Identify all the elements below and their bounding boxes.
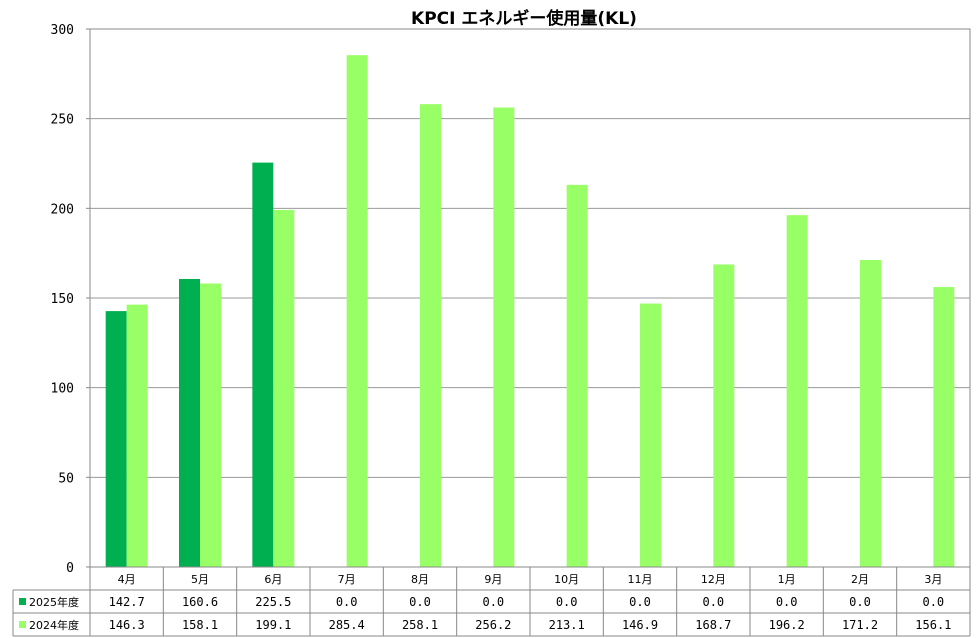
data-label: 0.0	[849, 595, 871, 609]
bar-1-1	[200, 283, 221, 567]
category-label: 9月	[484, 573, 502, 586]
data-label: 0.0	[409, 595, 431, 609]
data-label: 258.1	[402, 618, 438, 632]
data-label: 0.0	[336, 595, 358, 609]
data-label: 0.0	[702, 595, 724, 609]
data-label: 0.0	[556, 595, 578, 609]
category-label: 7月	[338, 573, 356, 586]
category-label: 4月	[118, 573, 136, 586]
y-tick-label: 0	[66, 561, 74, 576]
legend-label: 2025年度	[29, 595, 79, 609]
y-tick-label: 300	[51, 23, 74, 38]
bar-0-2	[252, 162, 274, 567]
bar-1-4	[420, 104, 441, 568]
category-label: 6月	[264, 573, 282, 586]
y-tick-label: 50	[58, 471, 74, 486]
bar-1-5	[493, 107, 515, 567]
data-label: 0.0	[922, 595, 944, 609]
bar-1-7	[640, 303, 661, 567]
bar-1-9	[786, 215, 808, 567]
bar-0-0	[105, 311, 127, 567]
data-label: 146.9	[622, 618, 658, 632]
bars	[105, 55, 955, 568]
data-label: 285.4	[329, 618, 365, 632]
grid-lines	[89, 28, 971, 568]
bar-1-3	[346, 55, 368, 567]
data-label: 0.0	[482, 595, 504, 609]
data-label: 168.7	[695, 618, 731, 632]
category-label: 3月	[924, 573, 942, 586]
data-label: 213.1	[549, 618, 585, 632]
data-label: 160.6	[182, 595, 218, 609]
data-label: 0.0	[776, 595, 798, 609]
data-label: 199.1	[255, 618, 291, 632]
legend-label: 2024年度	[29, 618, 79, 632]
data-table: 4月 5月 6月 7月 8月 9月 10月 11月 12月 1月 2月 3月 2025年度 142.7 16…	[12, 566, 971, 637]
y-tick-label: 150	[51, 292, 74, 307]
y-tick-label: 100	[51, 382, 74, 397]
category-label: 2月	[851, 573, 869, 586]
legend-swatch-1	[19, 621, 26, 628]
data-label: 225.5	[255, 595, 291, 609]
chart-title: KPCI エネルギー使用量(KL)	[411, 8, 637, 29]
data-label: 256.2	[475, 618, 511, 632]
category-label: 1月	[778, 573, 796, 586]
y-tick-label: 200	[51, 202, 74, 217]
bar-1-8	[713, 264, 735, 567]
category-label: 11月	[628, 573, 653, 586]
category-label: 12月	[701, 573, 726, 586]
bar-1-0	[126, 304, 148, 567]
data-label: 0.0	[629, 595, 651, 609]
data-label: 171.2	[842, 618, 878, 632]
data-label: 158.1	[182, 618, 218, 632]
bar-1-2	[273, 209, 295, 567]
bar-1-6	[566, 184, 588, 567]
y-tick-label: 250	[51, 113, 74, 128]
data-label: 146.3	[109, 618, 145, 632]
bar-0-1	[179, 278, 200, 567]
category-label: 5月	[191, 573, 209, 586]
category-label: 8月	[411, 573, 429, 586]
data-label: 142.7	[109, 595, 145, 609]
category-label: 10月	[554, 573, 579, 586]
data-label: 156.1	[915, 618, 951, 632]
bar-1-11	[933, 287, 955, 567]
legend-swatch-0	[19, 598, 26, 605]
data-label: 196.2	[769, 618, 805, 632]
bar-1-10	[860, 259, 881, 567]
y-axis: 0 50 100 150 200 250 300	[51, 23, 90, 576]
